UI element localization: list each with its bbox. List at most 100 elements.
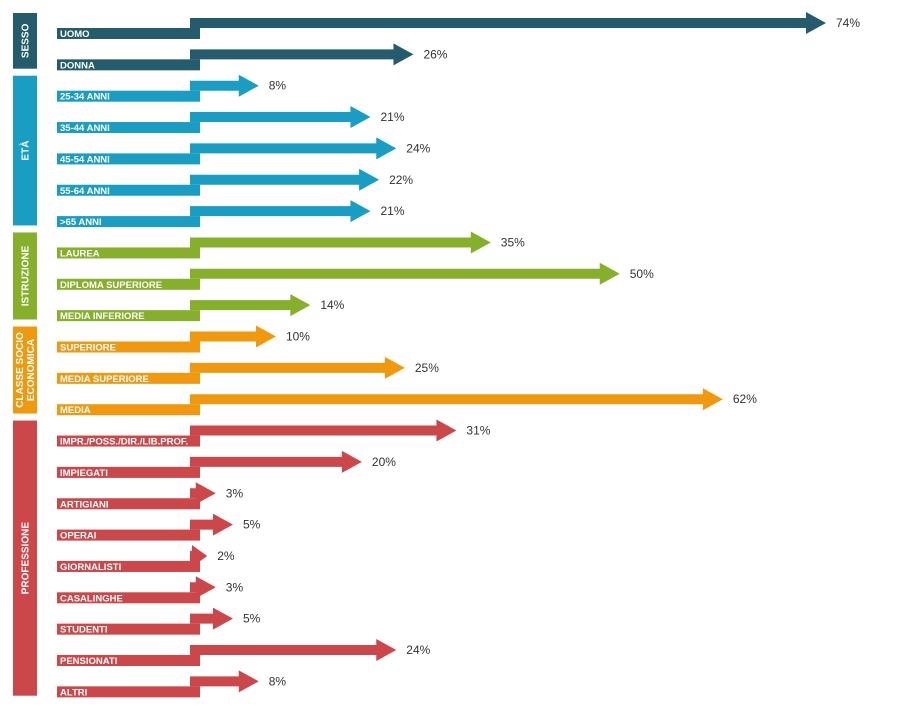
bar-row: CASALINGHE 3% (57, 576, 243, 604)
bar-row: 35-44 ANNI 21% (57, 106, 405, 134)
category-label-bg (57, 59, 200, 71)
bar-row: MEDIA INFERIORE 14% (57, 294, 345, 322)
category-label: PENSIONATI (60, 656, 117, 667)
value-label: 10% (286, 330, 310, 344)
value-label: 21% (380, 204, 404, 218)
group-1: ETÀ 25-34 ANNI 8% 35-44 ANNI 21% 45-54 ANNI 24… (13, 74, 431, 228)
bar-row: STUDENTI 5% (57, 607, 261, 636)
group-box (13, 232, 37, 320)
value-label: 35% (501, 235, 525, 249)
category-label-bg (57, 404, 200, 416)
bar-arrow (190, 388, 723, 411)
value-label: 8% (269, 674, 287, 688)
category-label-bg (57, 372, 200, 384)
value-label: 24% (406, 643, 430, 657)
bar-row: >65 ANNI 21% (57, 200, 405, 228)
bar-arrow (190, 262, 620, 285)
bar-arrow (190, 607, 233, 630)
value-label: 5% (243, 518, 261, 532)
category-label: DONNA (60, 60, 95, 71)
bar-arrow (190, 670, 259, 693)
category-label: SUPERIORE (60, 343, 116, 354)
group-3: CLASSE SOCIOECONOMICA SUPERIORE 10% MEDIA S… (13, 325, 757, 416)
group-label: PROFESSIONE (21, 522, 32, 595)
value-label: 3% (226, 580, 244, 594)
category-label: MEDIA INFERIORE (60, 311, 145, 322)
value-label: 25% (415, 361, 439, 375)
bar-row: OPERAI 5% (57, 513, 261, 542)
group-box (13, 326, 37, 414)
category-label: ARTIGIANI (60, 499, 109, 510)
bar-arrow (190, 294, 311, 317)
category-label-bg (57, 466, 200, 478)
bar-row: 55-64 ANNI 22% (57, 168, 413, 197)
group-label: ISTRUZIONE (21, 245, 32, 306)
bar-row: GIORNALISTI 2% (57, 544, 235, 573)
category-label-bg (57, 28, 200, 39)
category-label: IMPIEGATI (60, 468, 108, 479)
category-label-bg (57, 278, 200, 290)
bar-row: MEDIA 62% (57, 388, 757, 416)
bar-row: ARTIGIANI 3% (57, 482, 243, 510)
group-4: PROFESSIONE IMPR./POSS./DIR./LIB.PROF. 31%… (13, 419, 491, 698)
value-label: 22% (389, 173, 413, 187)
value-label: 50% (630, 267, 654, 281)
bar-arrow (190, 106, 371, 129)
category-label: 45-54 ANNI (60, 154, 110, 165)
category-label: 55-64 ANNI (60, 186, 110, 197)
bar-arrow (190, 450, 362, 473)
bar-row: LAUREA 35% (57, 231, 525, 259)
category-label-bg (57, 560, 200, 572)
group-box (13, 13, 37, 69)
category-label-bg (57, 686, 200, 698)
bar-row: IMPR./POSS./DIR./LIB.PROF. 31% (57, 419, 491, 448)
category-label-bg (57, 184, 200, 196)
value-label: 21% (380, 110, 404, 124)
value-label: 24% (406, 141, 430, 155)
bar-arrow (190, 200, 371, 223)
bar-row: PENSIONATI 24% (57, 639, 431, 667)
category-label-bg (57, 592, 200, 604)
bar-row: DIPLOMA SUPERIORE 50% (57, 262, 654, 291)
category-label: MEDIA SUPERIORE (60, 374, 149, 385)
category-label-bg (57, 90, 200, 102)
group-label: SESSO (21, 23, 32, 58)
category-label: CASALINGHE (60, 593, 123, 604)
category-label-bg (57, 498, 200, 510)
group-box (13, 75, 37, 226)
value-label: 14% (320, 298, 344, 312)
category-label: LAUREA (60, 248, 100, 259)
bar-row: 25-34 ANNI 8% (57, 74, 287, 103)
category-label: 25-34 ANNI (60, 92, 110, 103)
bar-row: ALTRI 8% (57, 670, 286, 698)
bar-row: UOMO 74% (57, 12, 860, 40)
category-label: MEDIA (60, 405, 91, 416)
value-label: 26% (423, 47, 447, 61)
category-label-bg (57, 655, 200, 666)
group-box (13, 420, 37, 696)
category-label-bg (57, 247, 200, 259)
category-label-bg (57, 435, 200, 447)
category-label: IMPR./POSS./DIR./LIB.PROF. (60, 437, 188, 448)
category-label-bg (57, 341, 200, 353)
category-label-bg (57, 216, 200, 228)
category-label: ALTRI (60, 687, 87, 698)
value-label: 8% (269, 79, 287, 93)
value-label: 74% (836, 16, 860, 30)
bar-row: MEDIA SUPERIORE 25% (57, 356, 439, 385)
category-label: GIORNALISTI (60, 562, 121, 573)
value-label: 20% (372, 455, 396, 469)
category-label-bg (57, 310, 200, 322)
bar-arrow (190, 137, 397, 160)
value-label: 62% (733, 392, 757, 406)
bar-arrow (190, 639, 397, 661)
bar-arrow (190, 513, 233, 536)
value-label: 3% (226, 486, 244, 500)
group-label: CLASSE SOCIOECONOMICA (15, 332, 37, 408)
value-label: 2% (217, 549, 235, 563)
bar-row: 45-54 ANNI 24% (57, 137, 431, 165)
bar-arrow (190, 168, 380, 191)
bar-arrow (190, 12, 826, 34)
bar-row: DONNA 26% (57, 43, 448, 71)
category-label-bg (57, 623, 200, 635)
